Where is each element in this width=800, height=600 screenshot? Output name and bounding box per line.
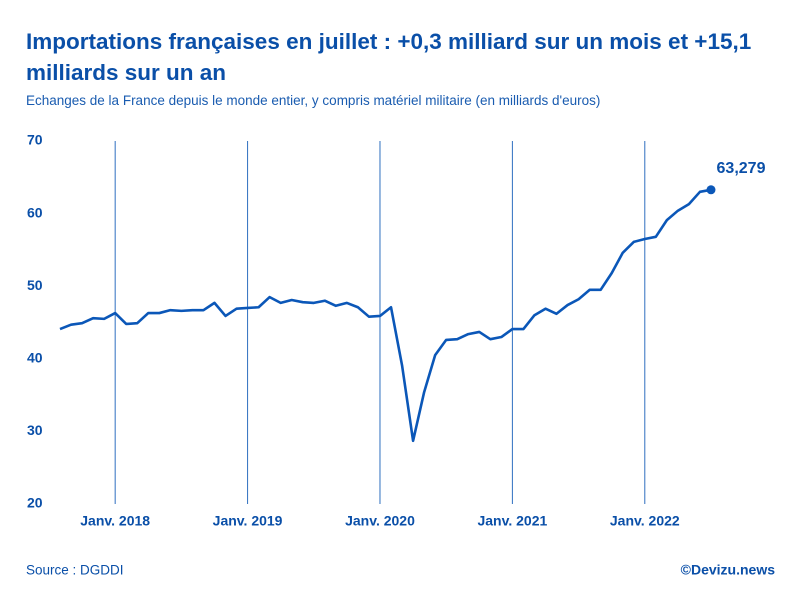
line bbox=[59, 188, 712, 443]
point bbox=[706, 185, 716, 195]
source: Source : DGDDI bbox=[26, 563, 124, 578]
data-label: 63,279 bbox=[717, 160, 766, 177]
y-tick-label: 20 bbox=[27, 495, 43, 511]
x-tick-label: Janv. 2020 bbox=[345, 513, 415, 529]
y-tick-label: 40 bbox=[27, 350, 43, 366]
chart-subtitle: Echanges de la France depuis le monde en… bbox=[26, 93, 601, 108]
y-tick-label: 30 bbox=[27, 422, 43, 438]
x-tick-label: Janv. 2018 bbox=[80, 513, 150, 529]
credit: ©Devizu.news bbox=[681, 562, 776, 578]
chart-title: Importations françaises en juillet : +0,… bbox=[26, 29, 752, 85]
x-tick-label: Janv. 2021 bbox=[477, 513, 547, 529]
x-tick-label: Janv. 2019 bbox=[213, 513, 283, 529]
y-tick-label: 70 bbox=[27, 132, 43, 148]
y-tick-label: 50 bbox=[27, 277, 43, 293]
x-tick-label: Janv. 2022 bbox=[610, 513, 680, 529]
y-tick-label: 60 bbox=[27, 204, 43, 220]
